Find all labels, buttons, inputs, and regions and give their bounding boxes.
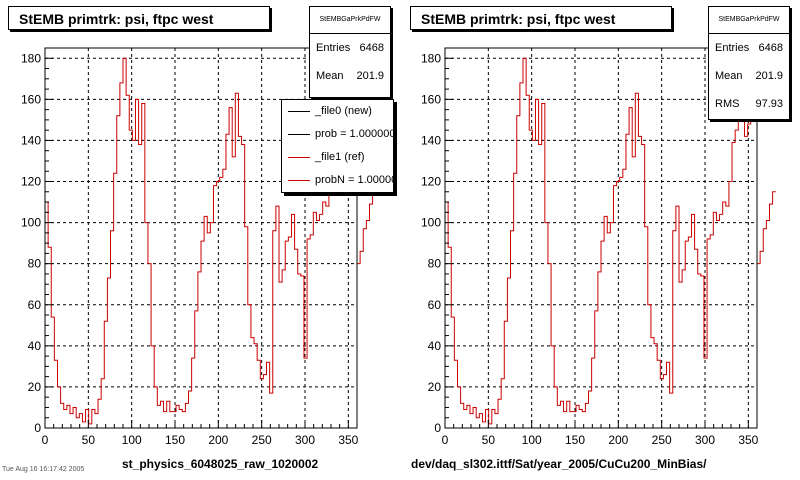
x-tick-label: 100 [522,433,542,447]
histogram-series-line [445,57,776,425]
right-stats-mean-value: 201.9 [755,70,783,82]
x-tick-label: 200 [608,433,628,447]
legend-line-file1 [288,157,310,158]
right-x-axis-label: dev/daq_sl302.ittf/Sat/year_2005/CuCu200… [411,457,707,471]
x-tick-label: 300 [295,433,315,447]
y-tick-label: 120 [421,175,441,189]
x-tick-label: 200 [208,433,228,447]
right-stats-entries-value: 6468 [758,42,783,54]
y-tick-label: 0 [34,421,41,435]
y-tick-label: 60 [428,298,442,312]
x-tick-label: 0 [42,433,49,447]
left-stats-header: StEMBGaPrkPdFW [310,7,390,34]
y-tick-label: 40 [428,339,442,353]
x-tick-label: 0 [442,433,449,447]
y-tick-label: 180 [21,51,41,65]
right-stats-rms-row: RMS 97.93 [709,90,789,118]
y-tick-label: 80 [28,257,42,271]
y-tick-label: 20 [428,380,442,394]
right-stats-mean-label: Mean [715,70,743,82]
histogram-series-line [45,57,376,425]
right-stats-header: StEMBGaPrkPdFW [709,7,789,34]
x-tick-label: 350 [738,433,758,447]
right-stats-rms-label: RMS [715,98,740,110]
y-tick-label: 0 [434,421,441,435]
legend-entry-probn: probN = 1.000000 [282,169,393,192]
left-stats-mean-value: 201.9 [356,70,384,82]
x-tick-label: 100 [122,433,142,447]
y-tick-label: 140 [21,133,41,147]
legend-label-prob: prob = 1.000000 [315,128,394,140]
y-tick-label: 80 [428,257,442,271]
y-tick-label: 100 [421,216,441,230]
legend-line-prob [288,134,310,135]
right-chart-title: StEMB primtrk: psi, ftpc west [410,6,672,30]
y-tick-label: 20 [28,380,42,394]
legend-entry-prob: prob = 1.000000 [282,123,393,146]
right-stats-entries-row: Entries 6468 [709,34,789,62]
legend-label-file1: _file1 (ref) [315,151,365,163]
left-x-axis-label: st_physics_6048025_raw_1020002 [122,457,319,471]
left-stats-box: StEMBGaPrkPdFW Entries 6468 Mean 201.9 [309,6,391,98]
right-stats-entries-label: Entries [715,42,750,54]
legend-line-file0 [288,111,310,112]
x-tick-label: 50 [482,433,496,447]
legend-label-probn: probN = 1.000000 [315,174,393,186]
y-tick-label: 60 [28,298,42,312]
y-tick-label: 100 [21,216,41,230]
x-tick-label: 250 [652,433,672,447]
left-stats-entries-label: Entries [316,42,351,54]
legend-entry-file1: _file1 (ref) [282,146,393,169]
y-tick-label: 180 [421,51,441,65]
left-stats-entries-row: Entries 6468 [310,34,390,62]
right-histogram: 0 50 100 150 200 250 300 350 0 20 40 60 80 100 120 140 1… [421,47,776,447]
y-tick-label: 120 [21,175,41,189]
left-stats-mean-label: Mean [316,70,344,82]
y-tick-label: 160 [21,92,41,106]
plot-area [445,48,757,428]
y-tick-label: 40 [28,339,42,353]
y-tick-label: 160 [421,92,441,106]
x-tick-label: 150 [165,433,185,447]
x-tick-label: 350 [338,433,358,447]
x-tick-label: 50 [82,433,96,447]
legend-entry-file0: _file0 (new) [282,100,393,123]
right-stats-rms-value: 97.93 [755,98,783,110]
right-stats-box: StEMBGaPrkPdFW Entries 6468 Mean 201.9 R… [708,6,790,120]
x-tick-label: 250 [252,433,272,447]
y-tick-label: 140 [421,133,441,147]
right-stats-mean-row: Mean 201.9 [709,62,789,90]
x-tick-label: 150 [565,433,585,447]
left-legend: _file0 (new) prob = 1.000000 _file1 (ref… [281,99,394,193]
left-histogram: 0 50 100 150 200 250 300 350 0 20 40 60 80 100 120 140 1… [21,47,376,447]
x-tick-label: 300 [695,433,715,447]
left-stats-mean-row: Mean 201.9 [310,62,390,90]
legend-label-file0: _file0 (new) [315,105,372,117]
left-stats-entries-value: 6468 [359,42,384,54]
footer-timestamp: Tue Aug 16 16:17:42 2005 [2,466,85,473]
legend-line-probn [288,180,310,181]
left-chart-title: StEMB primtrk: psi, ftpc west [8,6,270,30]
